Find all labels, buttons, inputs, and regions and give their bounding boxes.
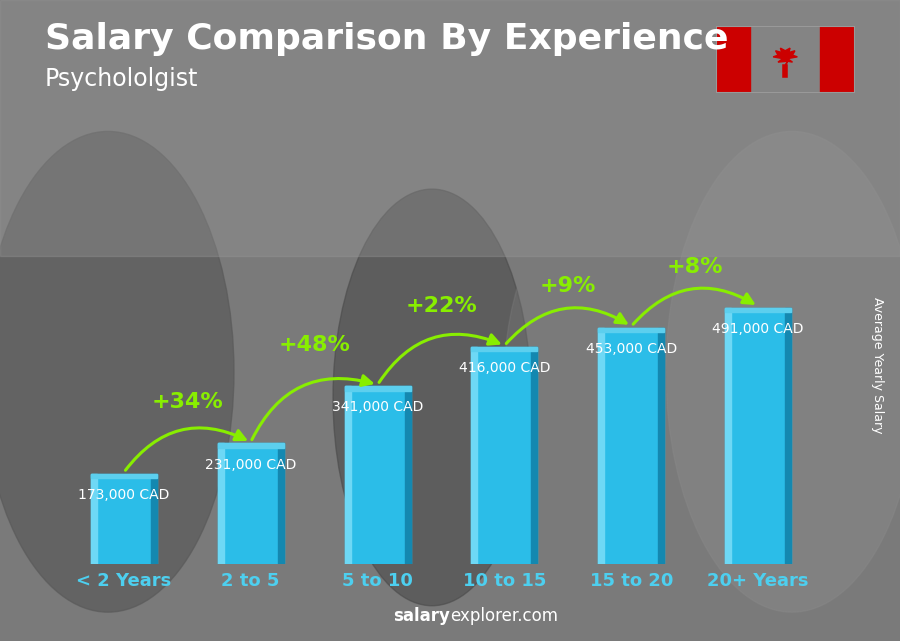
Ellipse shape [333,189,531,606]
Text: +8%: +8% [667,256,723,277]
Ellipse shape [0,131,234,612]
Bar [472,347,537,564]
Bar [405,386,410,564]
Bar [472,347,477,564]
Text: +48%: +48% [278,335,350,355]
Bar [716,26,751,93]
Bar [91,474,157,478]
Bar [472,347,537,351]
Bar [725,308,791,312]
Bar [91,474,157,564]
Bar [345,386,410,564]
Polygon shape [773,48,797,65]
Bar [278,444,284,564]
Text: 453,000 CAD: 453,000 CAD [586,342,677,356]
Text: +22%: +22% [405,296,477,316]
Text: Average Yearly Salary: Average Yearly Salary [871,297,884,433]
Bar [820,26,855,93]
Polygon shape [0,0,900,256]
Text: 341,000 CAD: 341,000 CAD [332,400,423,414]
Bar [218,444,284,448]
Bar [151,474,157,564]
Bar [598,328,604,564]
Text: 173,000 CAD: 173,000 CAD [78,488,169,502]
Text: 491,000 CAD: 491,000 CAD [713,322,804,336]
Bar [725,308,731,564]
Bar [218,444,284,564]
Text: 231,000 CAD: 231,000 CAD [205,458,296,472]
Text: 416,000 CAD: 416,000 CAD [459,361,550,375]
Bar [532,347,537,564]
Bar [786,308,791,564]
Text: salary: salary [393,607,450,625]
Bar [91,474,96,564]
Bar [598,328,664,332]
Text: Salary Comparison By Experience: Salary Comparison By Experience [45,22,728,56]
Bar [345,386,410,390]
Bar [725,308,791,564]
Ellipse shape [504,208,666,561]
Bar [345,386,350,564]
Text: Psychololgist: Psychololgist [45,67,199,91]
Bar [598,328,664,564]
Bar [218,444,223,564]
Ellipse shape [666,131,900,612]
Text: explorer.com: explorer.com [450,607,558,625]
Bar [659,328,664,564]
Text: +34%: +34% [151,392,223,412]
Text: +9%: +9% [540,276,596,297]
